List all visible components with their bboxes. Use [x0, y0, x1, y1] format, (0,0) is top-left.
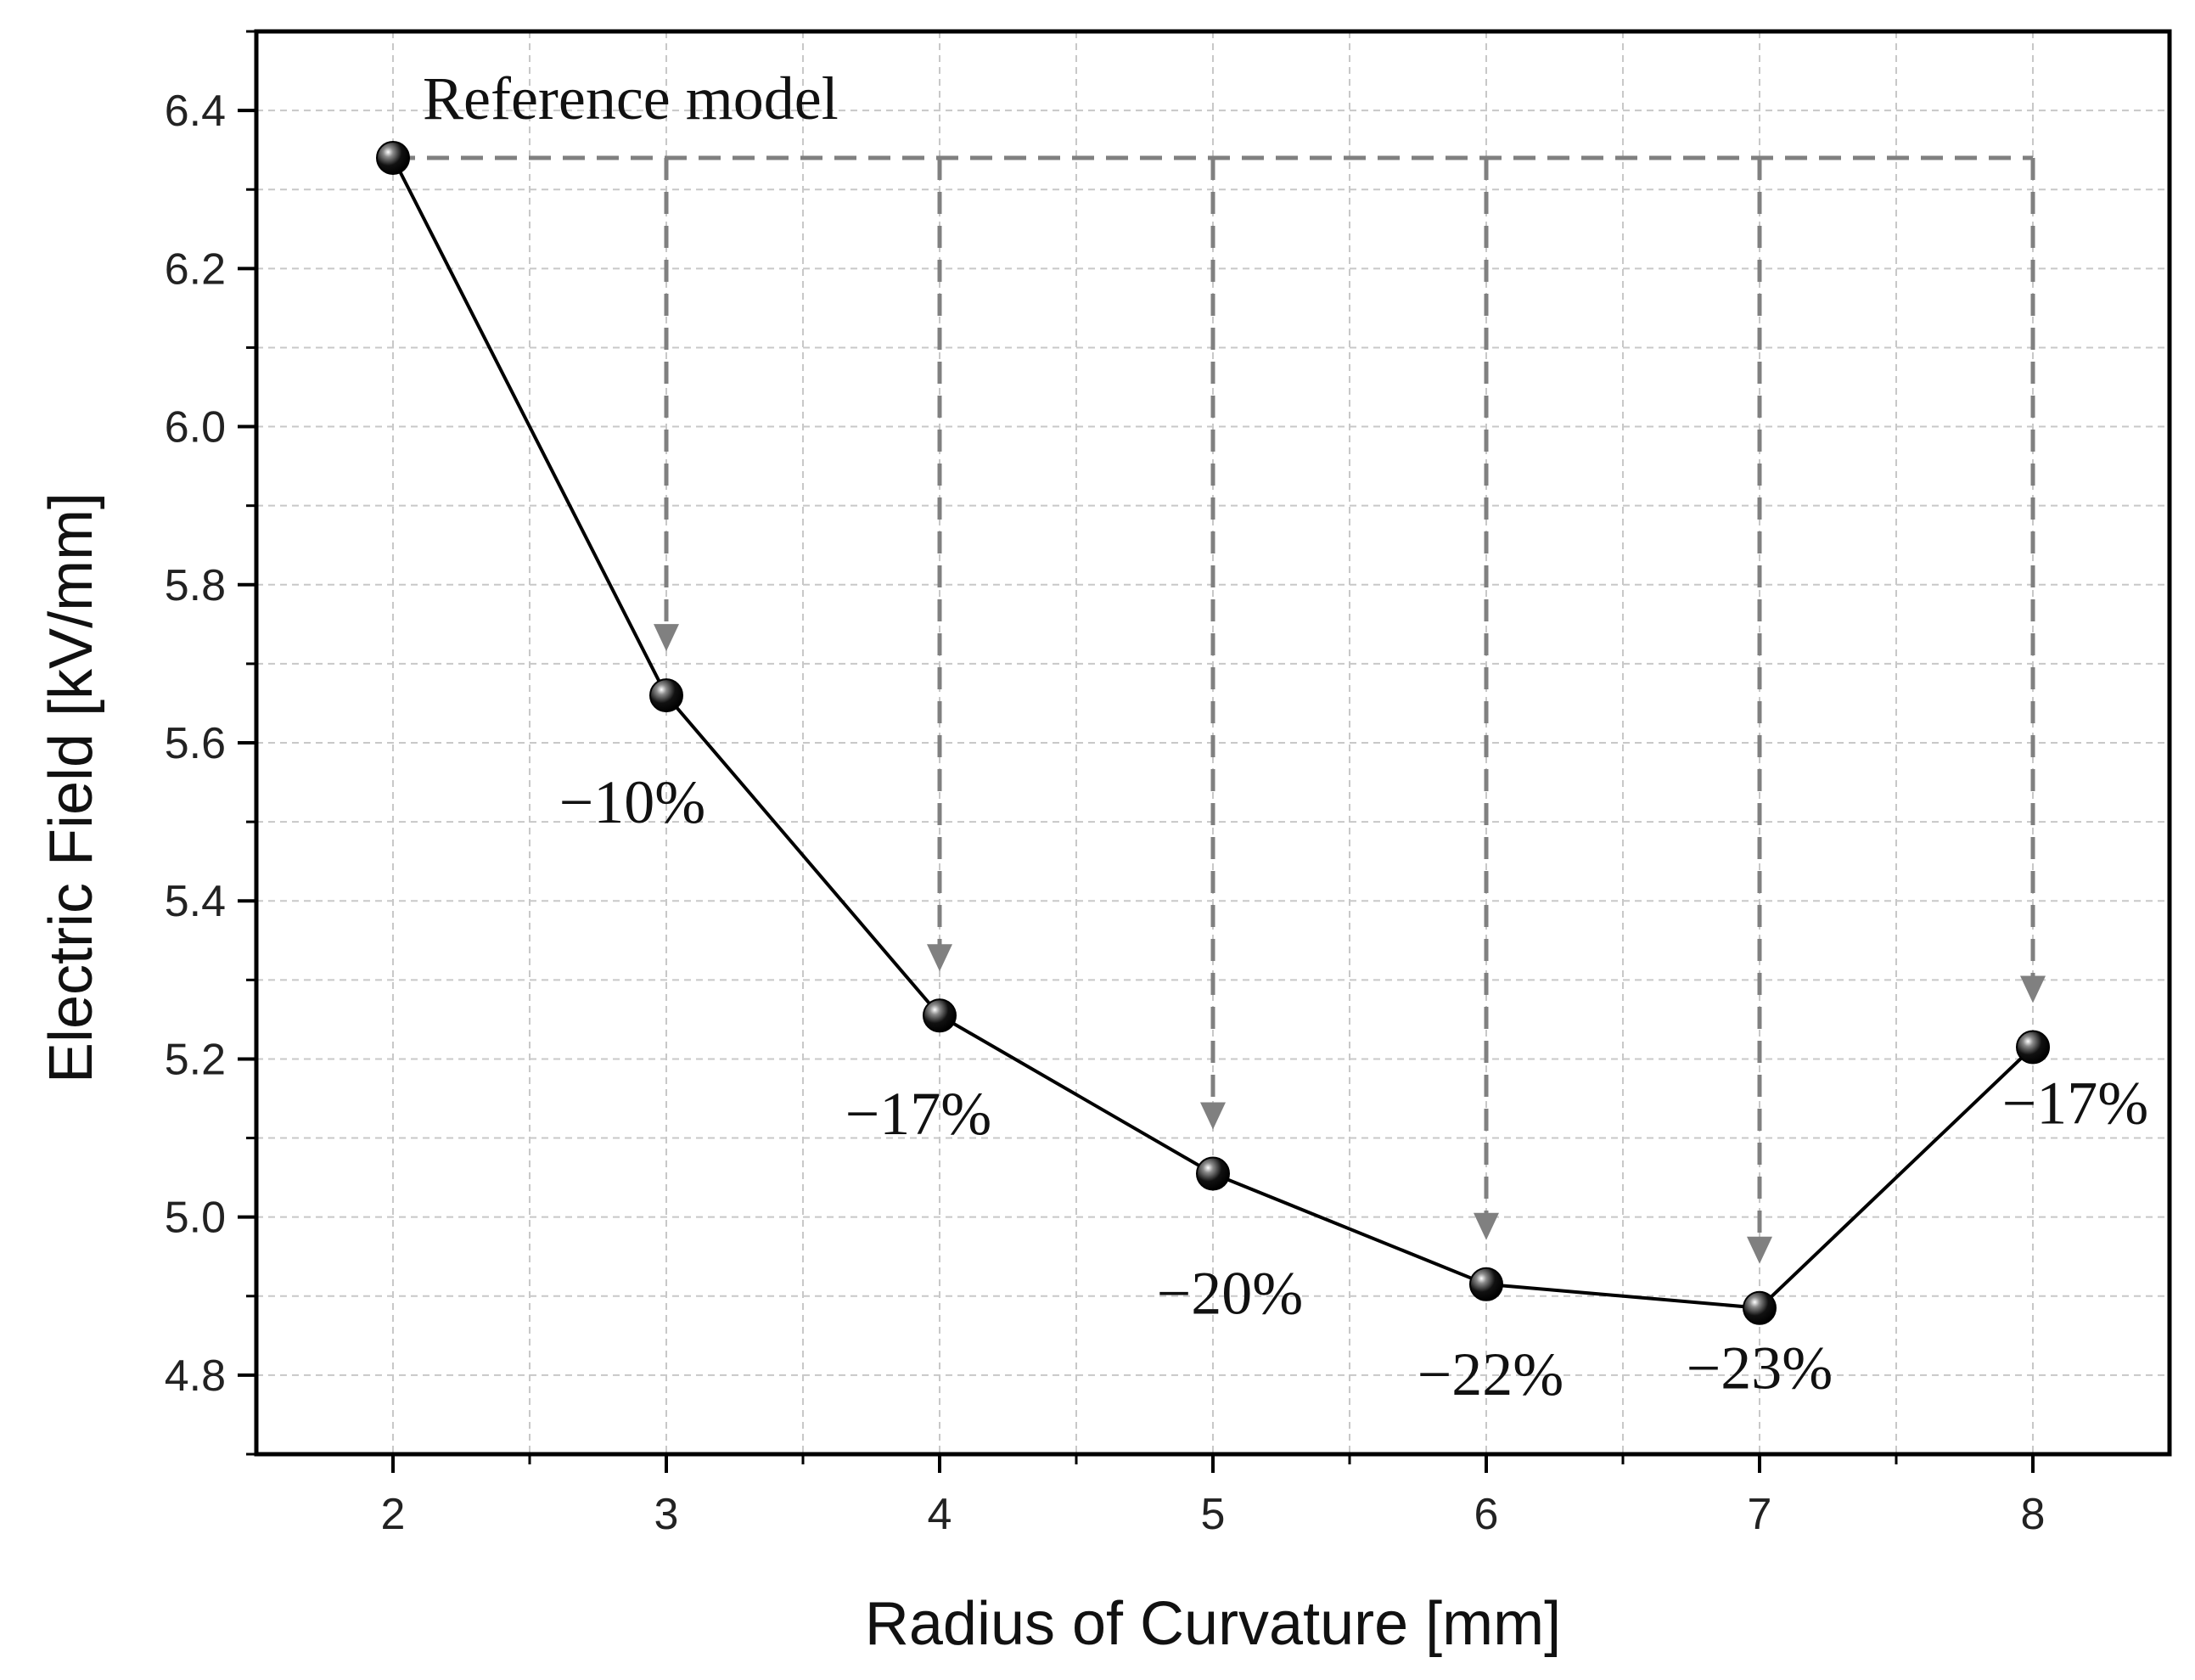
data-point [1196, 1156, 1230, 1191]
y-tick-label: 6.0 [165, 403, 226, 452]
annotations: −10% −17% −20% −22% −23% −17% [559, 768, 2149, 1408]
reference-arrows [393, 155, 2046, 1264]
y-tick-label: 5.2 [165, 1035, 226, 1084]
y-tick-label: 6.4 [165, 87, 226, 136]
percent-change-label: −22% [1417, 1340, 1564, 1408]
x-axis-title: Radius of Curvature [mm] [865, 1590, 1561, 1658]
reference-arrow-head [1747, 1236, 1772, 1264]
reference-arrow-head [2020, 975, 2046, 1003]
percent-change-label: −17% [2002, 1069, 2149, 1137]
x-tick-label: 6 [1474, 1490, 1499, 1539]
data-point [1469, 1267, 1503, 1301]
x-tick-label: 5 [1201, 1490, 1226, 1539]
percent-change-label: −10% [559, 768, 706, 836]
x-tick-label: 2 [381, 1490, 406, 1539]
reference-arrow-head [654, 624, 679, 652]
reference-arrow-head [927, 944, 952, 972]
data-point [649, 678, 683, 713]
x-tick-label: 8 [2021, 1490, 2046, 1539]
y-tick-label: 6.2 [165, 244, 226, 294]
series [376, 140, 2050, 1325]
percent-change-label: −23% [1687, 1334, 1833, 1402]
y-tick-label: 5.0 [165, 1194, 226, 1243]
data-point [1743, 1290, 1777, 1325]
percent-change-label: −20% [1157, 1259, 1304, 1327]
x-tick-label: 4 [928, 1490, 952, 1539]
y-axis-title: Electric Field [kV/mm] [37, 492, 105, 1083]
y-tick-label: 5.8 [165, 561, 226, 610]
data-point [2016, 1030, 2050, 1065]
data-point [923, 998, 957, 1033]
x-tick-label: 7 [1748, 1490, 1772, 1539]
data-point [376, 140, 410, 175]
y-tick-label: 5.6 [165, 719, 226, 768]
axes: 2 3 4 5 6 7 8 4.8 5.0 5.2 5.4 5.6 5.8 6.0 6.2 6.4 [165, 29, 2172, 1539]
y-tick-label: 4.8 [165, 1351, 226, 1401]
x-tick-label: 3 [654, 1490, 679, 1539]
reference-arrow-head [1200, 1102, 1226, 1130]
y-tick-label: 5.4 [165, 877, 226, 926]
percent-change-label: −17% [845, 1080, 992, 1148]
reference-arrow-head [1474, 1212, 1499, 1240]
reference-model-label: Reference model [423, 65, 839, 132]
